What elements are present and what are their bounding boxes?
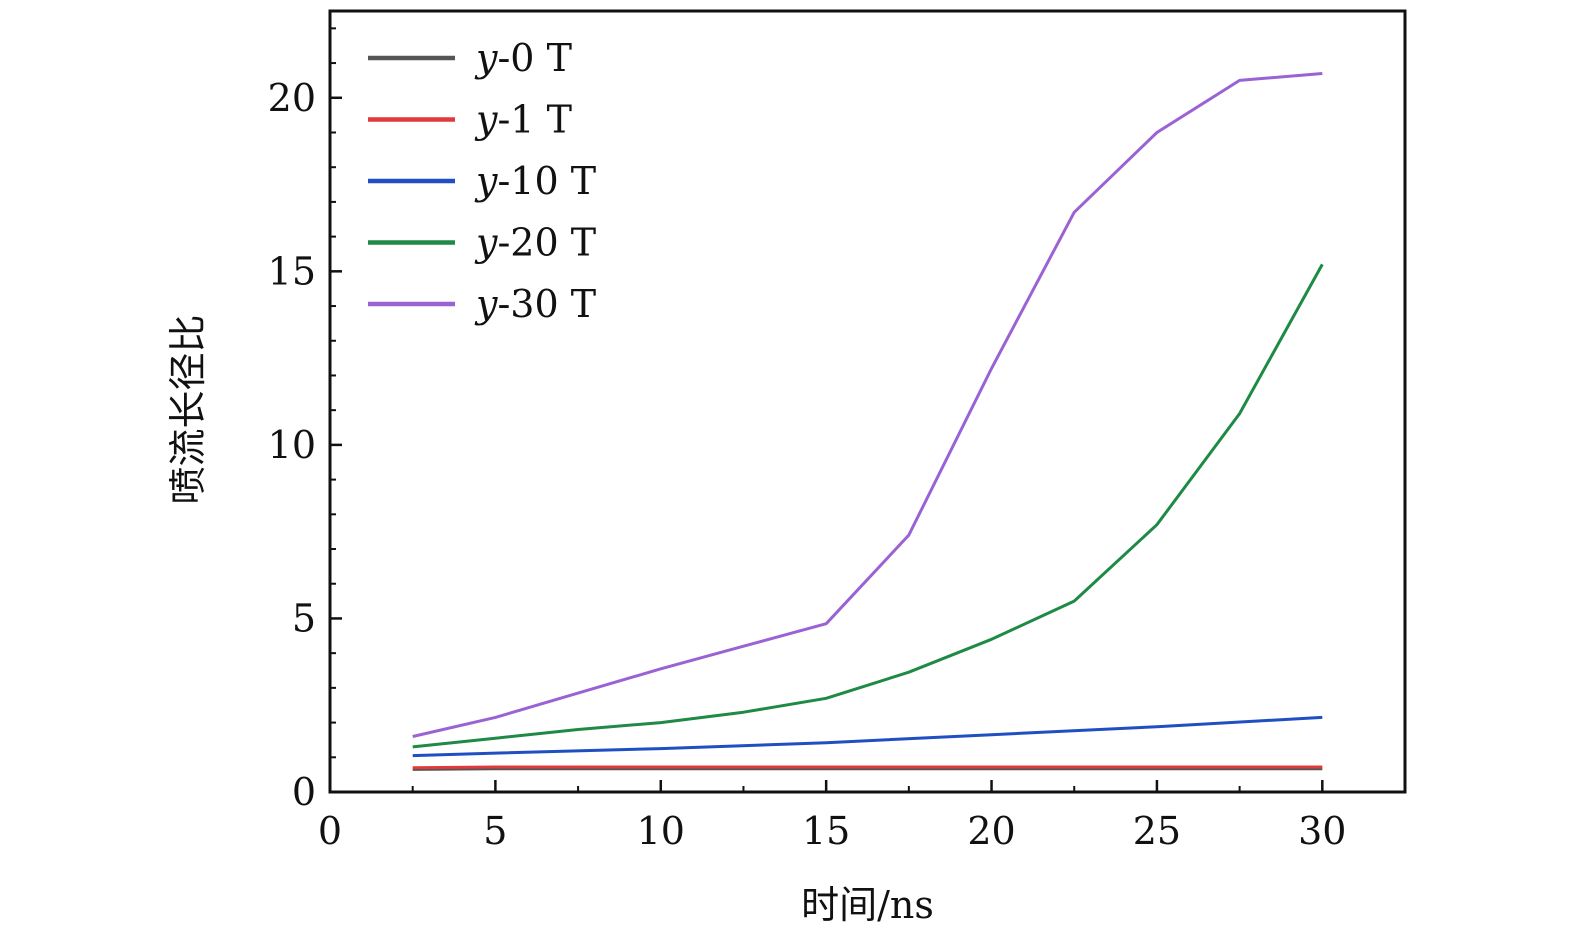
series-line-4: [412, 72, 1323, 738]
legend-label-rest: -30 T: [497, 282, 596, 326]
x-axis-title: 时间/ns: [801, 883, 934, 927]
x-tick-label: 20: [967, 809, 1015, 853]
y-tick-label: 5: [292, 596, 316, 640]
x-tick-label: 10: [637, 809, 685, 853]
axes-layer: 0 5 10 15 20 25 30 0 5 10 15 20: [268, 27, 1346, 853]
legend-label-rest: -1 T: [497, 98, 571, 142]
legend-label-var: y: [474, 98, 498, 142]
y-tick-label: 20: [268, 76, 316, 120]
x-tick-label: 30: [1298, 809, 1346, 853]
legend-label-rest: -20 T: [497, 221, 596, 265]
plot-frame: [328, 9, 1407, 794]
plot-area: [328, 9, 1407, 794]
legend: y-0 Ty-1 Ty-10 Ty-20 Ty-30 T: [368, 36, 596, 326]
series-line-3: [412, 263, 1324, 749]
series-line-1: [412, 765, 1323, 770]
legend-label-1: y-1 T: [474, 98, 572, 142]
legend-label-rest: -0 T: [497, 36, 571, 80]
x-tick-label: 5: [483, 809, 507, 853]
legend-label-4: y-30 T: [474, 282, 596, 326]
y-tick-label: 0: [292, 770, 316, 814]
legend-label-var: y: [474, 282, 498, 326]
legend-label-var: y: [474, 36, 498, 80]
x-tick-label: 25: [1133, 809, 1181, 853]
x-tick-label: 0: [318, 809, 342, 853]
legend-label-rest: -10 T: [497, 159, 596, 203]
series-layer: [412, 72, 1324, 771]
legend-label-var: y: [474, 159, 498, 203]
y-tick-label: 15: [268, 249, 316, 293]
series-line-0: [412, 767, 1323, 771]
x-tick-label: 15: [802, 809, 850, 853]
legend-label-2: y-10 T: [474, 159, 596, 203]
legend-label-0: y-0 T: [474, 36, 572, 80]
y-axis-title: 喷流长径比: [166, 314, 210, 504]
legend-label-var: y: [474, 221, 498, 265]
y-tick-label: 10: [268, 423, 316, 467]
series-line-2: [412, 715, 1323, 758]
legend-label-3: y-20 T: [474, 221, 596, 265]
